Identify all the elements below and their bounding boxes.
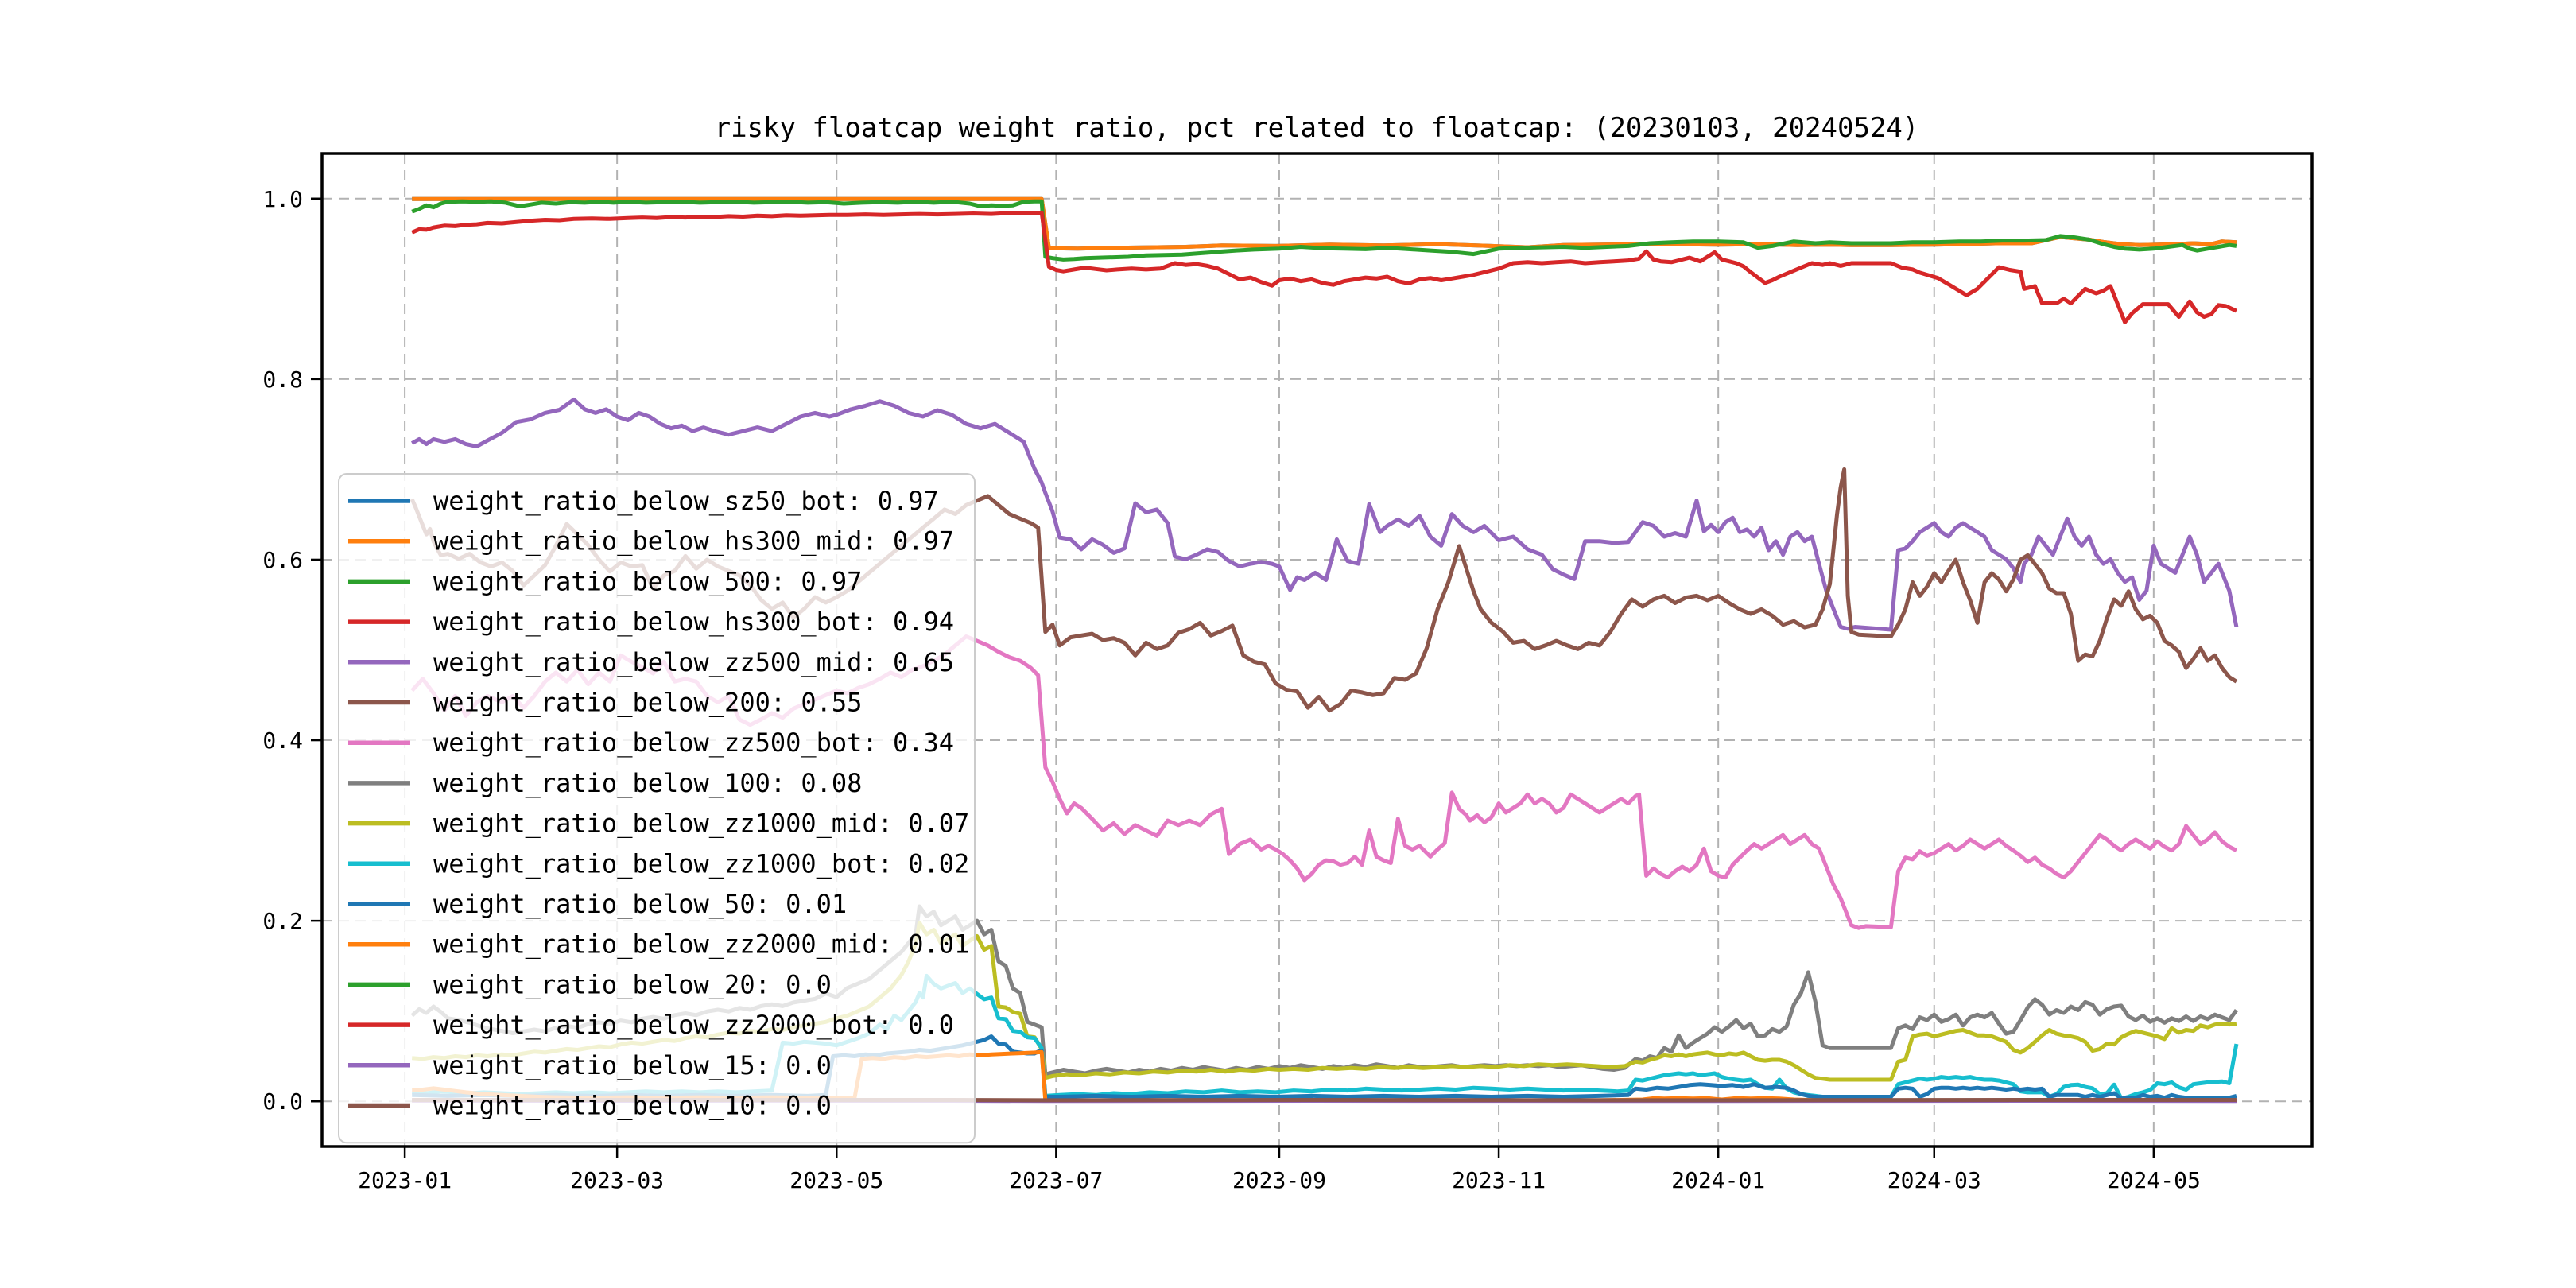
x-axis-tick-label: 2023-11 [1452,1167,1546,1193]
x-axis-tick-label: 2023-03 [570,1167,664,1193]
legend-label-weight_ratio_below_zz1000_mid: weight_ratio_below_zz1000_mid: 0.07 [433,809,969,839]
series-line-weight_ratio_below_500 [411,199,2237,262]
axes-layer: 2023-01 2023-03 2023-05 2023-07 2023-09 2023-… [262,186,2200,1193]
legend-box [338,473,976,1144]
legend-label-weight_ratio_below_20: weight_ratio_below_20: 0.0 [433,969,832,999]
x-axis-tick-label: 2024-01 [1671,1167,1765,1193]
legend-label-weight_ratio_below_zz500_mid: weight_ratio_below_zz500_mid: 0.65 [433,647,954,677]
legend-label-weight_ratio_below_hs300_mid: weight_ratio_below_hs300_mid: 0.97 [433,526,954,557]
legend-label-weight_ratio_below_50: weight_ratio_below_50: 0.01 [433,889,847,919]
series-line-weight_ratio_below_zz500_mid [410,397,2239,632]
legend-label-weight_ratio_below_100: weight_ratio_below_100: 0.08 [433,768,862,798]
y-axis-tick-label: 0.8 [262,367,303,393]
y-axis-tick-label: 1.0 [262,186,303,212]
legend-label-weight_ratio_below_200: weight_ratio_below_200: 0.55 [433,688,862,718]
chart-title: risky floatcap weight ratio, pct related… [715,112,1919,144]
legend: weight_ratio_below_sz50_bot: 0.97 weight_… [338,473,976,1144]
x-axis-tick-label: 2023-05 [789,1167,883,1193]
x-axis-tick-label: 2023-07 [1009,1167,1103,1193]
legend-label-weight_ratio_below_sz50_bot: weight_ratio_below_sz50_bot: 0.97 [433,486,939,516]
series-layer [409,196,2239,1104]
legend-label-weight_ratio_below_zz2000_mid: weight_ratio_below_zz2000_mid: 0.01 [433,929,969,960]
x-axis-tick-label: 2024-03 [1887,1167,1981,1193]
y-axis-tick-label: 0.2 [262,908,303,934]
plot-border [320,152,2314,1148]
legend-label-weight_ratio_below_zz500_bot: weight_ratio_below_zz500_bot: 0.34 [433,727,954,758]
legend-label-weight_ratio_below_15: weight_ratio_below_15: 0.0 [433,1050,832,1080]
legend-label-weight_ratio_below_zz1000_bot: weight_ratio_below_zz1000_bot: 0.02 [433,848,969,879]
y-axis-tick-label: 0.6 [262,547,303,573]
x-axis-tick-label: 2023-01 [358,1167,452,1193]
legend-label-weight_ratio_below_zz2000_bot: weight_ratio_below_zz2000_bot: 0.0 [433,1010,954,1040]
legend-label-weight_ratio_below_500: weight_ratio_below_500: 0.97 [433,566,862,596]
series-line-weight_ratio_below_hs300_bot [411,210,2237,324]
x-axis-tick-label: 2024-05 [2107,1167,2201,1193]
legend-label-weight_ratio_below_hs300_bot: weight_ratio_below_hs300_bot: 0.94 [433,607,954,637]
y-axis-tick-label: 0.4 [262,727,303,754]
x-axis-tick-label: 2023-09 [1232,1167,1326,1193]
legend-label-weight_ratio_below_10: weight_ratio_below_10: 0.0 [433,1091,832,1121]
y-axis-tick-label: 0.0 [262,1088,303,1115]
